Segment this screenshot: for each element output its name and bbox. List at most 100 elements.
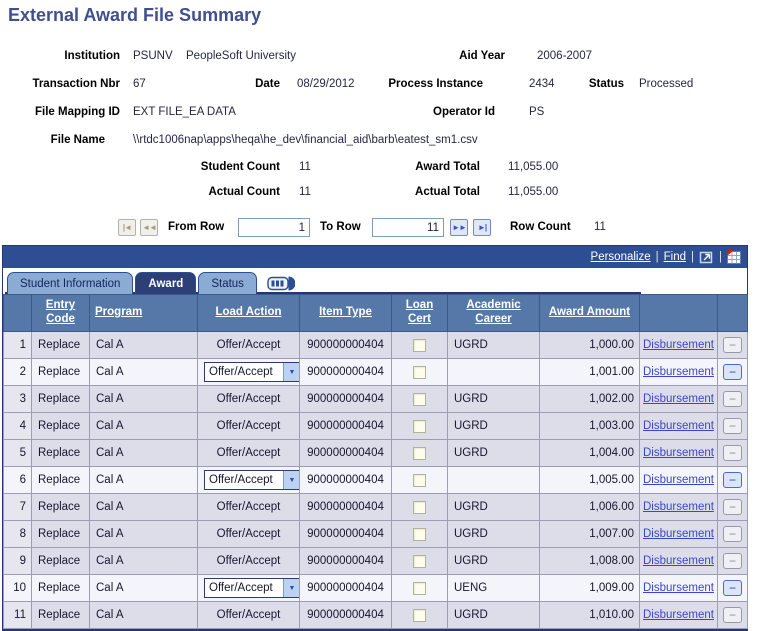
award-amount-cell: 1,009.00 xyxy=(539,574,640,602)
disbursement-link[interactable]: Disbursement xyxy=(643,501,714,513)
column-header-program[interactable]: Program xyxy=(89,294,198,332)
status-label: Status xyxy=(588,78,624,90)
table-row: 10 Replace Cal A Offer/Accept ▼ 900000000… xyxy=(3,574,748,602)
last-page-icon[interactable]: ►| xyxy=(473,219,491,236)
download-grid-icon[interactable] xyxy=(727,250,741,264)
column-header-loan-cert[interactable]: Loan Cert xyxy=(391,294,448,332)
load-action-select[interactable]: Offer/Accept ▼ xyxy=(204,362,299,382)
show-all-columns-icon[interactable] xyxy=(267,275,295,292)
column-header-load-action[interactable]: Load Action xyxy=(197,294,300,332)
personalize-link[interactable]: Personalize xyxy=(590,251,651,263)
load-action-select[interactable]: Offer/Accept ▼ xyxy=(204,470,299,490)
delete-row-button[interactable]: − xyxy=(723,580,742,596)
date-label: Date xyxy=(255,78,280,90)
minus-icon: − xyxy=(728,527,736,541)
table-row: 4 Replace Cal A Offer/Accept 90000000040… xyxy=(3,412,748,440)
entry-code-cell: Replace xyxy=(31,358,90,386)
loan-cert-checkbox xyxy=(413,419,426,433)
page-title: External Award File Summary xyxy=(8,5,262,25)
delete-row-button: − xyxy=(723,499,742,515)
disbursement-link[interactable]: Disbursement xyxy=(643,393,714,405)
column-header-award-amount[interactable]: Award Amount xyxy=(539,294,640,332)
table-row: 7 Replace Cal A Offer/Accept 90000000040… xyxy=(3,493,748,521)
table-row: 8 Replace Cal A Offer/Accept 90000000040… xyxy=(3,520,748,548)
find-link[interactable]: Find xyxy=(663,251,686,263)
delete-row-button[interactable]: − xyxy=(723,364,742,380)
tab-student-information[interactable]: Student Information xyxy=(7,272,134,294)
load-action-select[interactable]: Offer/Accept ▼ xyxy=(204,578,299,598)
table-header-row: Entry Code Program Load Action Item Type… xyxy=(3,294,748,332)
disbursement-link[interactable]: Disbursement xyxy=(643,555,714,567)
minus-icon: − xyxy=(728,581,736,595)
operator-id-value: PS xyxy=(529,106,545,118)
disbursement-cell: Disbursement xyxy=(639,412,718,440)
item-type-cell: 900000000404 xyxy=(299,331,392,359)
item-type-cell: 900000000404 xyxy=(299,358,392,386)
disbursement-link[interactable]: Disbursement xyxy=(643,474,714,486)
to-row-label: To Row xyxy=(320,221,361,233)
first-page-icon: |◄ xyxy=(118,219,136,236)
tab-award[interactable]: Award xyxy=(135,272,197,294)
zoom-popup-icon[interactable] xyxy=(699,250,714,264)
program-cell: Cal A xyxy=(89,493,198,521)
academic-career-cell: UGRD xyxy=(447,385,540,413)
column-header-item-type[interactable]: Item Type xyxy=(299,294,392,332)
institution-description: PeopleSoft University xyxy=(186,50,296,62)
item-type-cell: 900000000404 xyxy=(299,520,392,548)
loan-cert-cell xyxy=(391,574,448,602)
delete-cell: − xyxy=(717,520,748,548)
load-action-cell: Offer/Accept xyxy=(197,520,300,548)
grid-toolbar: Personalize | Find | | xyxy=(3,246,747,268)
student-count-value: 11 xyxy=(299,161,311,173)
load-action-cell: Offer/Accept xyxy=(197,493,300,521)
separator: | xyxy=(655,251,659,263)
disbursement-link[interactable]: Disbursement xyxy=(643,339,714,351)
delete-cell: − xyxy=(717,466,748,494)
minus-icon: − xyxy=(728,365,736,379)
delete-row-button[interactable]: − xyxy=(723,472,742,488)
minus-icon: − xyxy=(728,419,736,433)
loan-cert-checkbox xyxy=(413,338,426,352)
column-header-entry-code[interactable]: Entry Code xyxy=(31,294,90,332)
entry-code-cell: Replace xyxy=(31,493,90,521)
minus-icon: − xyxy=(728,338,736,352)
disbursement-link[interactable]: Disbursement xyxy=(643,420,714,432)
loan-cert-checkbox xyxy=(413,500,426,514)
academic-career-cell: UGRD xyxy=(447,439,540,467)
separator: | xyxy=(719,251,722,263)
row-number: 10 xyxy=(3,574,32,602)
disbursement-link[interactable]: Disbursement xyxy=(643,582,714,594)
delete-cell: − xyxy=(717,493,748,521)
item-type-cell: 900000000404 xyxy=(299,601,392,629)
disbursement-link[interactable]: Disbursement xyxy=(643,447,714,459)
from-row-input[interactable] xyxy=(238,218,310,237)
loan-cert-cell xyxy=(391,439,448,467)
disbursement-link[interactable]: Disbursement xyxy=(643,366,714,378)
entry-code-cell: Replace xyxy=(31,574,90,602)
award-total-label: Award Total xyxy=(415,161,480,173)
column-header-disbursement xyxy=(639,294,718,332)
tab-status[interactable]: Status xyxy=(198,272,257,294)
row-number: 11 xyxy=(3,601,32,629)
load-action-cell: Offer/Accept ▼ xyxy=(197,358,300,386)
column-header-academic-career[interactable]: Academic Career xyxy=(447,294,540,332)
disbursement-link[interactable]: Disbursement xyxy=(643,528,714,540)
load-action-cell: Offer/Accept xyxy=(197,331,300,359)
entry-code-cell: Replace xyxy=(31,331,90,359)
disbursement-cell: Disbursement xyxy=(639,574,718,602)
item-type-cell: 900000000404 xyxy=(299,547,392,575)
disbursement-link[interactable]: Disbursement xyxy=(643,609,714,621)
item-type-cell: 900000000404 xyxy=(299,574,392,602)
to-row-input[interactable] xyxy=(372,218,444,237)
program-cell: Cal A xyxy=(89,601,198,629)
next-page-icon[interactable]: ►► xyxy=(450,219,468,236)
delete-row-button: − xyxy=(723,445,742,461)
table-row: 3 Replace Cal A Offer/Accept 90000000040… xyxy=(3,385,748,413)
awards-grid: Personalize | Find | | Student Informati… xyxy=(2,245,748,631)
entry-code-cell: Replace xyxy=(31,412,90,440)
disbursement-cell: Disbursement xyxy=(639,385,718,413)
column-header-actions xyxy=(717,294,748,332)
award-amount-cell: 1,002.00 xyxy=(539,385,640,413)
separator: | xyxy=(691,251,694,263)
